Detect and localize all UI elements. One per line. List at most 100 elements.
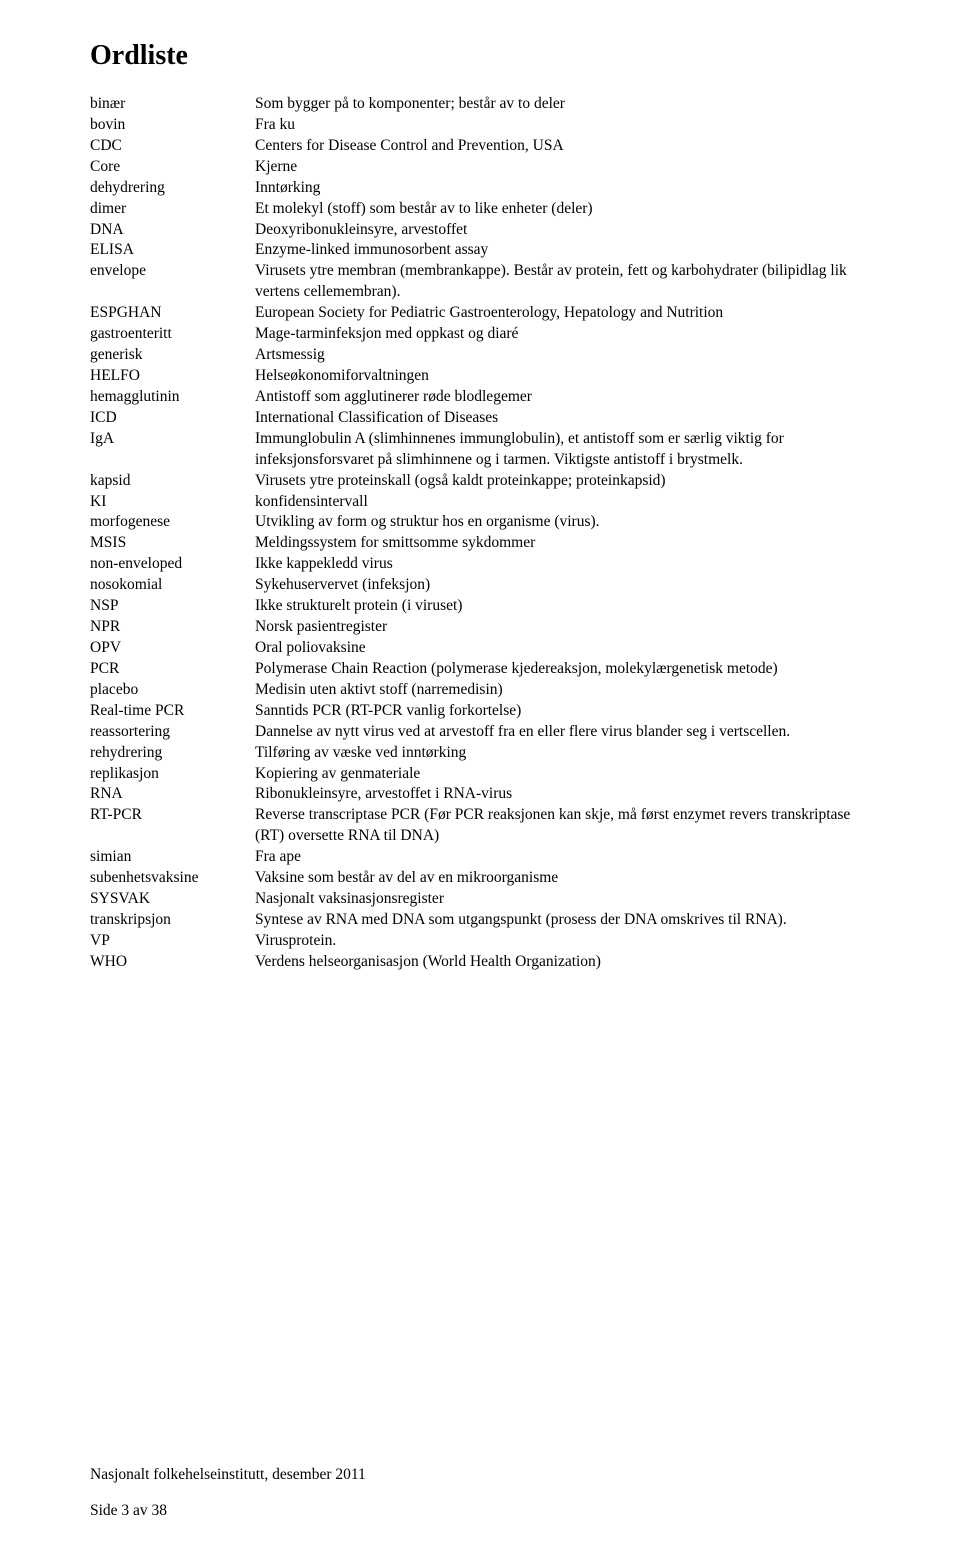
glossary-row: ELISAEnzyme-linked immunosorbent assay	[90, 240, 870, 261]
glossary-definition: Virusets ytre proteinskall (også kaldt p…	[255, 471, 870, 492]
glossary-row: placeboMedisin uten aktivt stoff (narrem…	[90, 680, 870, 701]
glossary-definition: Verdens helseorganisasjon (World Health …	[255, 952, 870, 973]
glossary-row: generiskArtsmessig	[90, 345, 870, 366]
glossary-row: gastroenterittMage-tarminfeksjon med opp…	[90, 324, 870, 345]
glossary-definition: Sanntids PCR (RT-PCR vanlig forkortelse)	[255, 701, 870, 722]
glossary-term: MSIS	[90, 533, 255, 554]
glossary-definition: Immunglobulin A (slimhinnenes immunglobu…	[255, 429, 870, 471]
glossary-definition: Virusets ytre membran (membrankappe). Be…	[255, 261, 870, 303]
glossary-term: generisk	[90, 345, 255, 366]
glossary-definition: Antistoff som agglutinerer røde blodlege…	[255, 387, 870, 408]
glossary-definition: Ikke kappekledd virus	[255, 554, 870, 575]
glossary-definition: Oral poliovaksine	[255, 638, 870, 659]
glossary-definition: Inntørking	[255, 178, 870, 199]
glossary-definition: Reverse transcriptase PCR (Før PCR reaks…	[255, 805, 870, 847]
glossary-definition: Sykehuservervet (infeksjon)	[255, 575, 870, 596]
glossary-row: ESPGHANEuropean Society for Pediatric Ga…	[90, 303, 870, 324]
glossary-row: bovinFra ku	[90, 115, 870, 136]
glossary-definition: Kjerne	[255, 157, 870, 178]
glossary-row: nosokomialSykehuservervet (infeksjon)	[90, 575, 870, 596]
glossary-definition: Virusprotein.	[255, 931, 870, 952]
glossary-term: dimer	[90, 199, 255, 220]
glossary-term: rehydrering	[90, 743, 255, 764]
glossary-definition: Ribonukleinsyre, arvestoffet i RNA-virus	[255, 784, 870, 805]
glossary-definition: Kopiering av genmateriale	[255, 764, 870, 785]
glossary-row: DNADeoxyribonukleinsyre, arvestoffet	[90, 220, 870, 241]
glossary-term: CDC	[90, 136, 255, 157]
glossary-definition: Tilføring av væske ved inntørking	[255, 743, 870, 764]
glossary-row: KIkonfidensintervall	[90, 492, 870, 513]
glossary-term: ESPGHAN	[90, 303, 255, 324]
footer-institution: Nasjonalt folkehelseinstitutt, desember …	[90, 1466, 366, 1484]
glossary-term: OPV	[90, 638, 255, 659]
glossary-term: IgA	[90, 429, 255, 450]
glossary-definition: Medisin uten aktivt stoff (narremedisin)	[255, 680, 870, 701]
glossary-definition: Et molekyl (stoff) som består av to like…	[255, 199, 870, 220]
glossary-row: envelopeVirusets ytre membran (membranka…	[90, 261, 870, 303]
glossary-row: CDCCenters for Disease Control and Preve…	[90, 136, 870, 157]
glossary-term: simian	[90, 847, 255, 868]
glossary-row: WHOVerdens helseorganisasjon (World Heal…	[90, 952, 870, 973]
glossary-term: ELISA	[90, 240, 255, 261]
glossary-row: simianFra ape	[90, 847, 870, 868]
glossary-row: HELFOHelseøkonomiforvaltningen	[90, 366, 870, 387]
glossary-term: nosokomial	[90, 575, 255, 596]
glossary-definition: Syntese av RNA med DNA som utgangspunkt …	[255, 910, 870, 931]
glossary-row: CoreKjerne	[90, 157, 870, 178]
glossary-term: binær	[90, 94, 255, 115]
glossary-term: dehydrering	[90, 178, 255, 199]
glossary-definition: Centers for Disease Control and Preventi…	[255, 136, 870, 157]
glossary-row: IgAImmunglobulin A (slimhinnenes immungl…	[90, 429, 870, 471]
glossary-term: HELFO	[90, 366, 255, 387]
glossary-definition: Som bygger på to komponenter; består av …	[255, 94, 870, 115]
glossary-row: morfogeneseUtvikling av form og struktur…	[90, 512, 870, 533]
glossary-term: replikasjon	[90, 764, 255, 785]
glossary-definition: European Society for Pediatric Gastroent…	[255, 303, 870, 324]
glossary-term: DNA	[90, 220, 255, 241]
glossary-row: SYSVAKNasjonalt vaksinasjonsregister	[90, 889, 870, 910]
glossary-term: ICD	[90, 408, 255, 429]
footer-page-number: Side 3 av 38	[90, 1502, 366, 1520]
glossary-definition: Enzyme-linked immunosorbent assay	[255, 240, 870, 261]
glossary-term: SYSVAK	[90, 889, 255, 910]
glossary-definition: Meldingssystem for smittsomme sykdommer	[255, 533, 870, 554]
glossary-definition: Nasjonalt vaksinasjonsregister	[255, 889, 870, 910]
glossary-definition: Fra ku	[255, 115, 870, 136]
glossary-term: RNA	[90, 784, 255, 805]
glossary-row: subenhetsvaksineVaksine som består av de…	[90, 868, 870, 889]
glossary-definition: Deoxyribonukleinsyre, arvestoffet	[255, 220, 870, 241]
glossary-term: VP	[90, 931, 255, 952]
glossary-term: Real-time PCR	[90, 701, 255, 722]
glossary-term: PCR	[90, 659, 255, 680]
glossary-term: bovin	[90, 115, 255, 136]
glossary-definition: Ikke strukturelt protein (i viruset)	[255, 596, 870, 617]
glossary-definition: Utvikling av form og struktur hos en org…	[255, 512, 870, 533]
glossary-term: RT-PCR	[90, 805, 255, 826]
glossary-row: MSISMeldingssystem for smittsomme sykdom…	[90, 533, 870, 554]
glossary-row: OPVOral poliovaksine	[90, 638, 870, 659]
glossary-term: hemagglutinin	[90, 387, 255, 408]
glossary-term: placebo	[90, 680, 255, 701]
glossary-term: WHO	[90, 952, 255, 973]
glossary-definition: Dannelse av nytt virus ved at arvestoff …	[255, 722, 870, 743]
glossary-definition: Polymerase Chain Reaction (polymerase kj…	[255, 659, 870, 680]
glossary-row: replikasjonKopiering av genmateriale	[90, 764, 870, 785]
glossary-definition: Fra ape	[255, 847, 870, 868]
glossary-row: kapsidVirusets ytre proteinskall (også k…	[90, 471, 870, 492]
glossary-row: non-envelopedIkke kappekledd virus	[90, 554, 870, 575]
page-footer: Nasjonalt folkehelseinstitutt, desember …	[90, 1466, 366, 1520]
glossary-row: ICDInternational Classification of Disea…	[90, 408, 870, 429]
glossary-definition: konfidensintervall	[255, 492, 870, 513]
glossary-term: NPR	[90, 617, 255, 638]
glossary-term: morfogenese	[90, 512, 255, 533]
glossary-term: kapsid	[90, 471, 255, 492]
glossary-definition: Vaksine som består av del av en mikroorg…	[255, 868, 870, 889]
glossary-definition: Norsk pasientregister	[255, 617, 870, 638]
glossary-definition: Mage-tarminfeksjon med oppkast og diaré	[255, 324, 870, 345]
glossary-row: Real-time PCRSanntids PCR (RT-PCR vanlig…	[90, 701, 870, 722]
glossary-row: rehydreringTilføring av væske ved inntør…	[90, 743, 870, 764]
glossary-row: VPVirusprotein.	[90, 931, 870, 952]
glossary-row: reassorteringDannelse av nytt virus ved …	[90, 722, 870, 743]
glossary-row: binærSom bygger på to komponenter; bestå…	[90, 94, 870, 115]
glossary-list: binærSom bygger på to komponenter; bestå…	[90, 94, 870, 973]
